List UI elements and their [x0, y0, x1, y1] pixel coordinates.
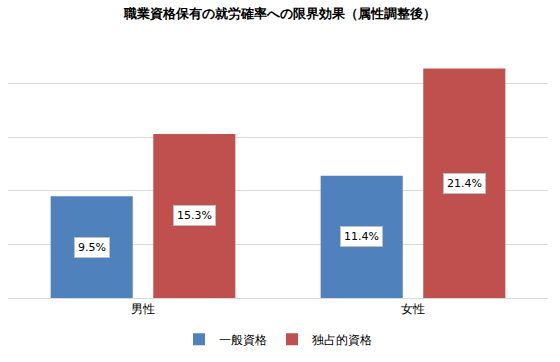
svg-text:15.3%: 15.3% [177, 209, 212, 222]
svg-text:一般資格: 一般資格 [219, 333, 267, 347]
svg-text:男性: 男性 [131, 302, 155, 316]
svg-text:女性: 女性 [401, 302, 425, 316]
svg-text:21.4%: 21.4% [447, 177, 482, 190]
svg-text:9.5%: 9.5% [78, 241, 106, 254]
svg-text:11.4%: 11.4% [344, 230, 379, 243]
svg-text:職業資格保有の就労確率への限界効果（属性調整後）: 職業資格保有の就労確率への限界効果（属性調整後） [123, 6, 436, 21]
svg-text:独占的資格: 独占的資格 [312, 333, 372, 347]
